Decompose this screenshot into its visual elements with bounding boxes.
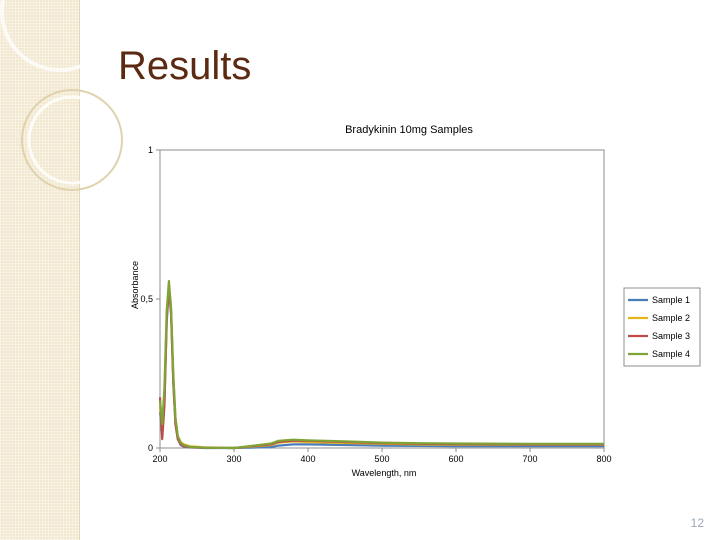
legend-label: Sample 4 (652, 349, 690, 359)
decorative-circles (0, 0, 123, 191)
x-tick-label: 500 (374, 454, 389, 464)
x-tick-label: 400 (300, 454, 315, 464)
x-axis: 200 300 400 500 600 700 800 (152, 448, 612, 464)
series-line-sample-4 (158, 280, 604, 450)
slide-title: Results (118, 44, 252, 88)
y-tick-label: 0 (148, 443, 153, 453)
absorbance-chart: Bradykinin 10mg Samples Absorbance Wavel… (130, 124, 701, 478)
x-tick-label: 600 (448, 454, 463, 464)
legend-label: Sample 3 (652, 331, 690, 341)
legend: Sample 1 Sample 2 Sample 3 Sample 4 (623, 287, 701, 367)
chart-title: Bradykinin 10mg Samples (345, 124, 473, 136)
x-tick-label: 200 (152, 454, 167, 464)
x-tick-label: 800 (596, 454, 611, 464)
y-tick-label: 0,5 (140, 294, 153, 304)
legend-label: Sample 1 (652, 295, 690, 305)
y-axis: 00,51 (140, 145, 160, 453)
plot-area (159, 149, 605, 449)
y-axis-label: Absorbance (130, 261, 140, 309)
x-tick-label: 300 (226, 454, 241, 464)
series-lines (158, 280, 604, 450)
slide-number: 12 (690, 516, 704, 530)
legend-label: Sample 2 (652, 313, 690, 323)
x-axis-label: Wavelength, nm (352, 468, 417, 478)
y-tick-label: 1 (148, 145, 153, 155)
x-tick-label: 700 (522, 454, 537, 464)
